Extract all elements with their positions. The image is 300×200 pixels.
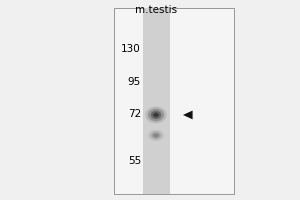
- Ellipse shape: [152, 132, 160, 138]
- Text: m.testis: m.testis: [135, 5, 177, 15]
- Ellipse shape: [146, 107, 167, 123]
- Ellipse shape: [154, 114, 158, 116]
- Ellipse shape: [151, 111, 161, 119]
- Text: 95: 95: [128, 77, 141, 87]
- Bar: [142, 8, 170, 194]
- Ellipse shape: [148, 129, 164, 141]
- Bar: [114, 8, 234, 194]
- Text: 130: 130: [121, 44, 141, 54]
- Ellipse shape: [150, 131, 162, 140]
- Polygon shape: [183, 111, 193, 119]
- Ellipse shape: [148, 109, 164, 121]
- Ellipse shape: [153, 112, 159, 117]
- Text: 55: 55: [128, 156, 141, 166]
- Text: 72: 72: [128, 109, 141, 119]
- Ellipse shape: [154, 134, 158, 137]
